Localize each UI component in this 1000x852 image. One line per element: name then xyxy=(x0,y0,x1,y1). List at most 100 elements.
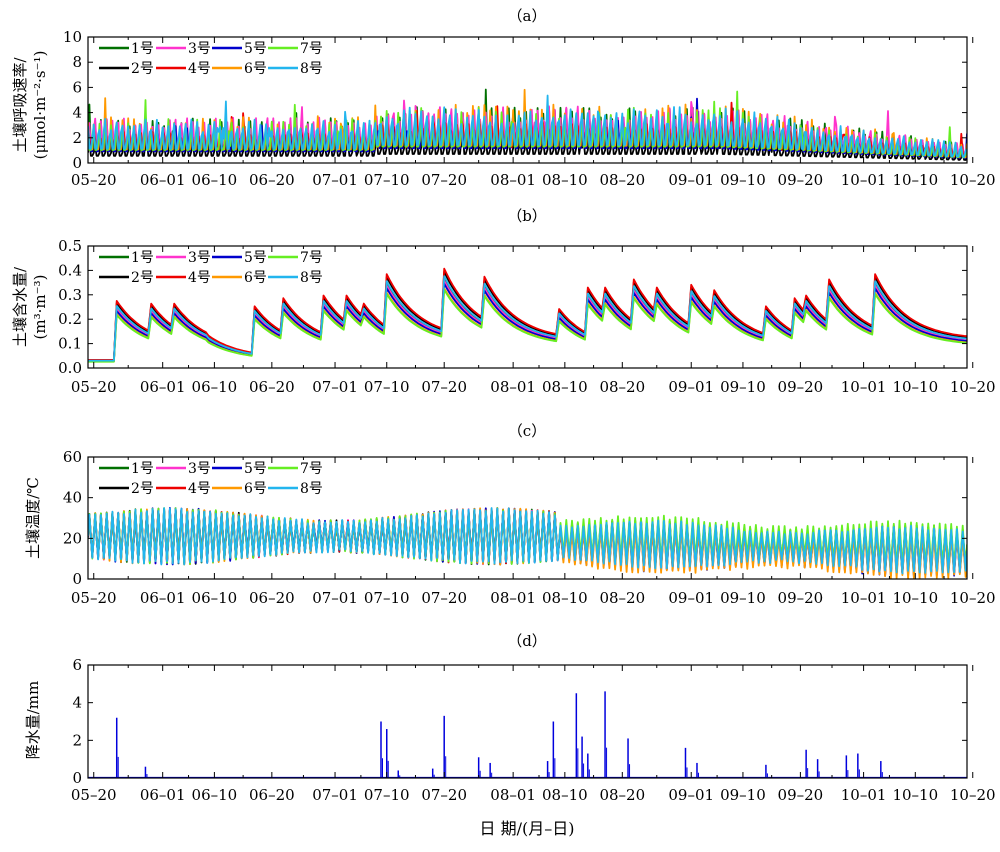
legend-label-c-5: 4号 xyxy=(188,481,211,497)
xtick-label-d-15: 10–20 xyxy=(950,786,996,804)
legend-label-c-4: 2号 xyxy=(131,481,154,497)
legend-label-b-0: 1号 xyxy=(131,250,154,266)
panel-b-ylabel: 土壤含水量/ (m³·m⁻³) xyxy=(11,266,49,347)
xtick-label-b-0: 05–20 xyxy=(71,378,117,396)
panel-b-tag: （b） xyxy=(507,207,547,225)
xtick-label-b-10: 09–01 xyxy=(668,378,714,396)
panel-c: （c） 土壤温度/℃ xyxy=(24,422,546,559)
xtick-label-a-4: 07–01 xyxy=(312,171,358,189)
ytick-label-c-2: 40 xyxy=(63,489,82,507)
xtick-label-c-7: 08–01 xyxy=(490,589,536,607)
xtick-label-a-3: 06–20 xyxy=(249,171,295,189)
legend-label-c-6: 6号 xyxy=(244,481,267,497)
xtick-label-d-6: 07–20 xyxy=(421,786,467,804)
series-b-4号 xyxy=(88,267,967,361)
ytick-label-b-3: 0.3 xyxy=(58,286,82,304)
ytick-label-a-4: 8 xyxy=(72,53,82,71)
panel-d: （d） 降水量/mm xyxy=(24,632,547,759)
xtick-label-d-7: 08–01 xyxy=(490,786,536,804)
xtick-label-d-3: 06–20 xyxy=(249,786,295,804)
xtick-label-a-7: 08–01 xyxy=(490,171,536,189)
xtick-label-a-11: 09–10 xyxy=(720,171,766,189)
panel-d-ylabel-line1: 降水量/mm xyxy=(24,681,42,760)
panel-a-ylabel: 土壤呼吸速率/ (μmol·m⁻²·s⁻¹) xyxy=(11,51,49,160)
xtick-label-a-9: 08–20 xyxy=(599,171,645,189)
xtick-label-c-11: 09–10 xyxy=(720,589,766,607)
data-c xyxy=(88,507,967,579)
xtick-label-b-15: 10–20 xyxy=(950,378,996,396)
ytick-label-a-2: 4 xyxy=(72,104,82,122)
ytick-label-a-5: 10 xyxy=(63,28,82,46)
legend-label-b-1: 3号 xyxy=(188,250,211,266)
ytick-label-d-1: 2 xyxy=(72,731,82,749)
ytick-label-c-3: 60 xyxy=(63,448,82,466)
xtick-label-c-12: 09–20 xyxy=(778,589,824,607)
legend-a: 1号 3号 5号 7号 2号 4号 6号 8号 xyxy=(99,41,323,77)
ytick-label-b-5: 0.5 xyxy=(58,237,82,255)
ytick-label-b-1: 0.1 xyxy=(58,335,82,353)
legend-label-c-1: 3号 xyxy=(188,461,211,477)
series-a-2号 xyxy=(88,132,967,161)
xtick-label-c-9: 08–20 xyxy=(599,589,645,607)
legend-label-c-2: 5号 xyxy=(244,461,267,477)
legend-label-a-2: 5号 xyxy=(244,41,267,57)
legend-label-a-4: 2号 xyxy=(131,61,154,77)
xtick-label-d-8: 08–10 xyxy=(542,786,588,804)
legend-label-c-7: 8号 xyxy=(300,481,323,497)
xtick-label-a-2: 06–10 xyxy=(192,171,238,189)
plot-area-d: 0 2 4 6 05–20 06–01 06–10 06–20 07–01 07–10 07–20 0… xyxy=(71,656,996,804)
panel-a-ylabel-line2: (μmol·m⁻²·s⁻¹) xyxy=(31,51,49,160)
xtick-label-a-8: 08–10 xyxy=(542,171,588,189)
xtick-label-d-0: 05–20 xyxy=(71,786,117,804)
xtick-label-d-13: 10–01 xyxy=(841,786,887,804)
data-d xyxy=(88,691,967,778)
xtick-label-d-10: 09–01 xyxy=(668,786,714,804)
panel-a-ylabel-line1: 土壤呼吸速率/ xyxy=(11,57,29,153)
xtick-label-d-12: 09–20 xyxy=(778,786,824,804)
legend-label-c-3: 7号 xyxy=(300,461,323,477)
panel-c-ylabel-line1: 土壤温度/℃ xyxy=(24,477,42,559)
legend-c: 1号 3号 5号 7号 2号 4号 6号 8号 xyxy=(99,461,323,497)
xtick-label-c-13: 10–01 xyxy=(841,589,887,607)
xtick-label-a-5: 07–10 xyxy=(364,171,410,189)
ytick-label-a-0: 0 xyxy=(72,154,82,172)
xtick-label-d-5: 07–10 xyxy=(364,786,410,804)
xtick-label-b-2: 06–10 xyxy=(192,378,238,396)
legend-label-b-3: 7号 xyxy=(300,250,323,266)
xtick-label-c-14: 10–10 xyxy=(892,589,938,607)
xtick-label-b-4: 07–01 xyxy=(312,378,358,396)
xtick-label-a-6: 07–20 xyxy=(421,171,467,189)
xtick-label-a-1: 06–01 xyxy=(140,171,186,189)
ytick-label-c-1: 20 xyxy=(63,529,82,547)
legend-label-c-0: 1号 xyxy=(131,461,154,477)
legend-label-b-5: 4号 xyxy=(188,270,211,286)
xtick-label-b-11: 09–10 xyxy=(720,378,766,396)
xtick-label-d-2: 06–10 xyxy=(192,786,238,804)
axes-frame-a xyxy=(87,36,968,164)
data-a xyxy=(88,88,967,161)
xtick-label-d-14: 10–10 xyxy=(892,786,938,804)
xtick-label-d-4: 07–01 xyxy=(312,786,358,804)
xtick-label-a-0: 05–20 xyxy=(71,171,117,189)
xtick-label-b-9: 08–20 xyxy=(599,378,645,396)
legend-label-a-3: 7号 xyxy=(300,41,323,57)
panel-c-tag: （c） xyxy=(508,422,546,440)
xtick-label-b-7: 08–01 xyxy=(490,378,536,396)
x-axis-label: 日 期/(月–日) xyxy=(480,819,575,838)
panel-c-ylabel: 土壤温度/℃ xyxy=(24,477,42,559)
panel-b-ylabel-line2: (m³·m⁻³) xyxy=(31,275,49,340)
xtick-label-c-15: 10–20 xyxy=(950,589,996,607)
panel-b: （b） 土壤含水量/ (m³·m⁻³) xyxy=(11,207,547,347)
plot-area-b: 0.0 0.1 0.2 0.3 0.4 0.5 05–20 06–01 06–10 06–20 07… xyxy=(58,237,995,396)
xtick-label-a-14: 10–10 xyxy=(892,171,938,189)
xtick-label-c-6: 07–20 xyxy=(421,589,467,607)
ytick-label-d-0: 0 xyxy=(72,769,82,787)
xtick-label-b-13: 10–01 xyxy=(841,378,887,396)
ytick-label-a-3: 6 xyxy=(72,78,82,96)
xtick-label-d-11: 09–10 xyxy=(720,786,766,804)
panel-d-ylabel: 降水量/mm xyxy=(24,681,42,760)
legend-label-a-6: 6号 xyxy=(244,61,267,77)
xtick-label-c-8: 08–10 xyxy=(542,589,588,607)
